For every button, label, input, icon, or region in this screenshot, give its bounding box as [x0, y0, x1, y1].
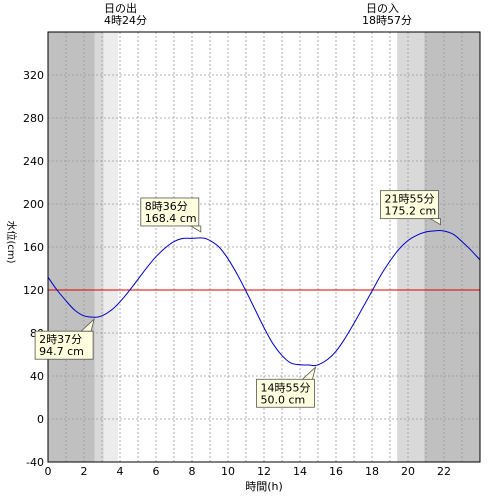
- x-tick-label: 8: [189, 465, 196, 478]
- x-tick-label: 2: [81, 465, 88, 478]
- callout-time: 14時55分: [261, 381, 311, 394]
- x-tick-labels: 0 2 4 6 8 10 12 14 16 18 20 22: [45, 465, 452, 478]
- x-tick-label: 14: [293, 465, 307, 478]
- callout-time: 2時37分: [39, 333, 82, 346]
- y-tick-label: 320: [23, 69, 44, 82]
- sunset-time: 18時57分: [362, 14, 412, 27]
- callout-pointer: [429, 218, 441, 226]
- callout-box: [34, 330, 94, 360]
- x-axis-label: 時間(h): [245, 480, 283, 493]
- callout-value: 50.0 cm: [261, 393, 306, 406]
- x-tick-label: 16: [329, 465, 343, 478]
- x-tick-label: 12: [257, 465, 271, 478]
- callout-pointer: [80, 317, 95, 332]
- callout-value: 168.4 cm: [145, 212, 197, 225]
- y-tick-labels: -4004080120160200240280320: [23, 69, 44, 469]
- callout-pointer: [301, 366, 317, 380]
- callout-time: 8時36分: [145, 200, 188, 213]
- x-tick-label: 4: [117, 465, 124, 478]
- x-tick-label: 10: [221, 465, 235, 478]
- plot-frame: [47, 31, 481, 463]
- tide-curve: [47, 229, 481, 367]
- shade-band-twilight: [94, 32, 104, 462]
- shade-band-twilight_light: [103, 32, 119, 462]
- x-tick-label: 0: [45, 465, 52, 478]
- y-tick-label: 200: [23, 198, 44, 211]
- y-tick-label: 240: [23, 155, 44, 168]
- callout-value: 94.7 cm: [39, 345, 84, 358]
- y-tick-label: 40: [30, 370, 44, 383]
- callout-value: 175.2 cm: [385, 205, 437, 218]
- callout-time: 21時55分: [385, 193, 435, 206]
- x-tick-label: 18: [365, 465, 379, 478]
- y-tick-label: 160: [23, 241, 44, 254]
- x-tick-label: 20: [401, 465, 415, 478]
- y-tick-label: -40: [26, 456, 44, 469]
- y-tick-label: 0: [37, 413, 44, 426]
- y-axis-label: 水位(cm): [5, 220, 18, 263]
- sunrise-time: 4時24分: [104, 14, 147, 27]
- sunset-label: 日の入: [366, 2, 399, 15]
- shade-band-night: [48, 32, 95, 462]
- x-tick-label: 22: [437, 465, 451, 478]
- y-tick-label: 120: [23, 284, 44, 297]
- sunrise-label: 日の出: [104, 1, 137, 15]
- callout-box: [256, 378, 315, 408]
- x-tick-label: 6: [153, 465, 160, 478]
- callout-pointer: [189, 225, 202, 233]
- y-tick-label: 280: [23, 112, 44, 125]
- callout-box: [380, 190, 439, 220]
- callout-box: [140, 197, 200, 227]
